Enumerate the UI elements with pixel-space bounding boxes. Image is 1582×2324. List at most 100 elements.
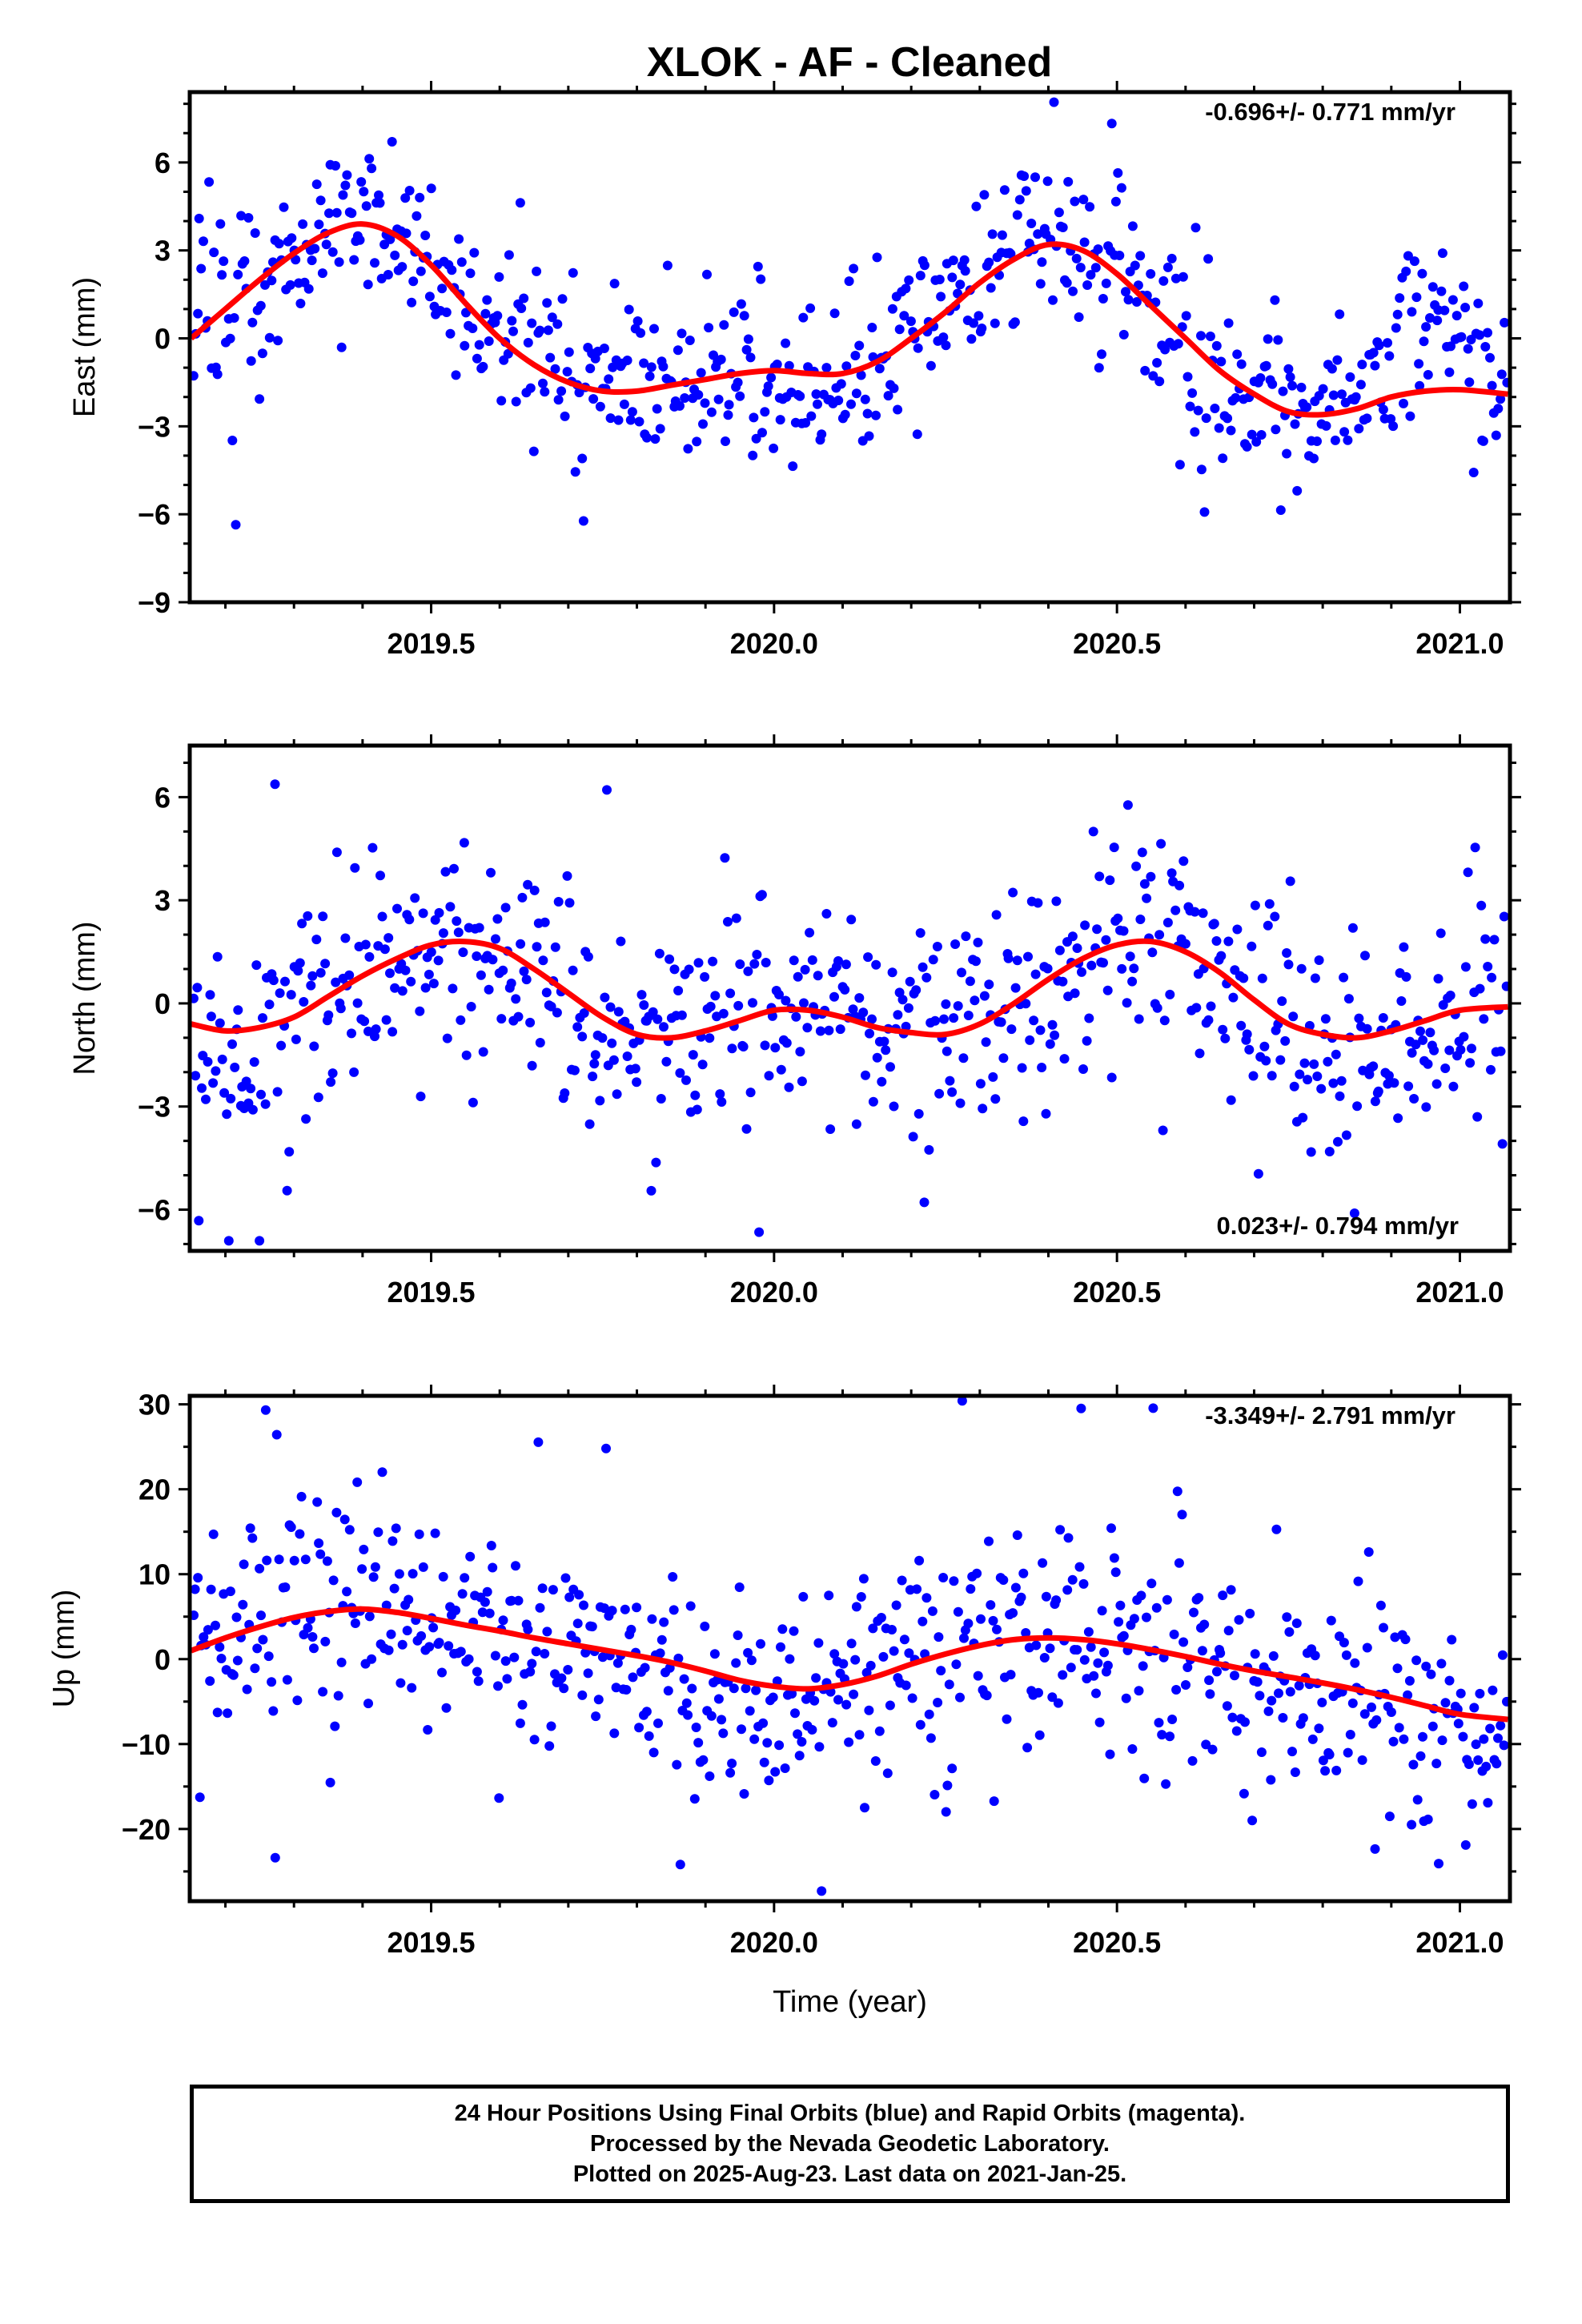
data-point	[933, 1698, 943, 1707]
data-point	[363, 279, 373, 290]
data-point	[867, 323, 877, 332]
data-point	[957, 1396, 967, 1406]
data-point	[1194, 1593, 1204, 1603]
data-point	[921, 1593, 932, 1603]
data-point	[441, 308, 452, 317]
data-point	[849, 263, 859, 274]
data-point	[872, 1052, 882, 1063]
data-point	[238, 1599, 248, 1610]
data-point	[734, 1582, 745, 1592]
data-point	[974, 311, 984, 321]
data-point	[460, 340, 470, 351]
data-point	[331, 207, 342, 218]
data-point	[1394, 1723, 1404, 1733]
data-point	[397, 986, 408, 996]
data-point	[746, 1655, 757, 1666]
data-point	[1049, 97, 1059, 107]
data-point	[1148, 371, 1158, 381]
data-point	[1074, 1562, 1085, 1572]
data-point	[655, 1648, 665, 1659]
data-point	[572, 1022, 583, 1032]
data-point	[268, 975, 279, 986]
data-point	[232, 1655, 243, 1666]
data-point	[1078, 1578, 1089, 1589]
data-point	[286, 1522, 296, 1532]
data-point	[296, 1491, 307, 1502]
y-tick-label: 6	[155, 147, 171, 179]
data-point	[307, 255, 317, 266]
data-point	[309, 1643, 319, 1654]
data-point	[669, 1605, 679, 1615]
data-point	[753, 261, 763, 271]
data-point	[229, 313, 239, 323]
data-point	[1433, 974, 1443, 984]
data-point	[807, 1725, 817, 1735]
data-point	[689, 1794, 700, 1804]
data-point	[605, 413, 616, 424]
data-point	[1034, 1687, 1043, 1698]
data-point	[315, 967, 326, 978]
data-point	[404, 186, 415, 195]
data-point	[864, 1705, 874, 1715]
data-point	[1487, 972, 1497, 983]
data-point	[608, 362, 618, 372]
data-point	[1106, 1072, 1117, 1083]
data-point	[949, 1013, 959, 1023]
data-point	[258, 1013, 267, 1023]
data-point	[541, 987, 552, 998]
data-point	[1407, 1819, 1417, 1830]
data-point	[1290, 1767, 1300, 1777]
data-point	[955, 1098, 966, 1108]
data-point	[477, 1607, 488, 1618]
data-point	[1191, 223, 1201, 233]
data-point	[1345, 372, 1355, 382]
data-point	[636, 328, 646, 338]
data-point	[583, 1668, 593, 1679]
data-point	[1499, 1740, 1509, 1751]
data-point	[998, 1053, 1009, 1063]
data-point	[331, 1507, 342, 1518]
data-point	[338, 190, 348, 200]
data-point	[1296, 382, 1307, 392]
data-point	[992, 1624, 1002, 1634]
data-point	[1162, 262, 1173, 272]
data-point	[683, 1710, 693, 1720]
data-point	[420, 231, 431, 240]
data-point	[693, 390, 704, 400]
data-point	[587, 1622, 597, 1632]
data-point	[863, 952, 873, 963]
data-point	[764, 1071, 774, 1081]
data-point	[1185, 401, 1195, 412]
data-point	[1384, 351, 1395, 361]
data-point	[1152, 358, 1162, 368]
data-point	[917, 962, 928, 972]
data-point	[1405, 411, 1415, 421]
data-point	[323, 1010, 334, 1020]
data-point	[1481, 1761, 1492, 1771]
data-point	[468, 1097, 478, 1108]
data-point	[1479, 1014, 1489, 1024]
data-point	[494, 1793, 504, 1803]
data-point	[243, 213, 254, 223]
data-point	[1135, 251, 1146, 261]
data-point	[442, 1033, 452, 1043]
data-point	[1253, 1168, 1263, 1179]
data-point	[1066, 1663, 1076, 1673]
data-point	[1223, 318, 1234, 328]
data-point	[1388, 1736, 1399, 1747]
data-point	[704, 323, 714, 333]
data-point	[1154, 1718, 1164, 1728]
data-point	[247, 1104, 258, 1115]
data-point	[1174, 1558, 1184, 1568]
data-point	[1417, 268, 1427, 279]
data-point	[491, 934, 500, 944]
data-point	[492, 914, 503, 924]
data-point	[535, 325, 545, 336]
data-point	[731, 1658, 741, 1668]
data-point	[650, 434, 661, 444]
data-point	[930, 1015, 940, 1026]
data-point	[1379, 1622, 1388, 1633]
data-point	[1386, 1707, 1396, 1717]
data-point	[658, 361, 669, 372]
data-point	[1307, 1734, 1318, 1744]
